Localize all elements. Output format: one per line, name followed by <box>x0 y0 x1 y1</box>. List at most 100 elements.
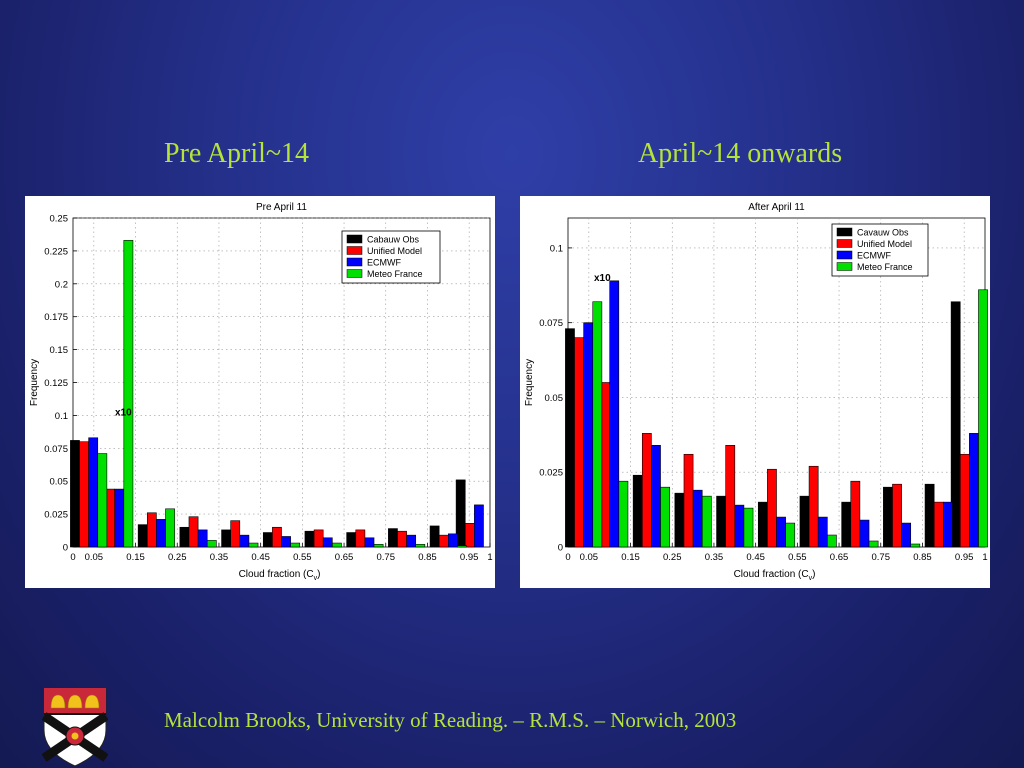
x-axis-label-subscript: v <box>314 575 318 582</box>
bar <box>188 516 199 548</box>
bar <box>725 445 736 548</box>
x-tick-label: 0.95 <box>955 552 974 563</box>
annotation-x10: x10 <box>594 273 611 284</box>
bar <box>808 465 819 548</box>
histogram-after-april: 0 0.025 0.05 0.075 0.1 0 0.05 0.15 0.25 0.35 0.45 0… <box>524 202 988 582</box>
x-tick-label: 0.15 <box>621 552 640 563</box>
bar <box>609 280 620 548</box>
x-tick-label: 0.95 <box>460 552 479 563</box>
y-tick-label: 0.1 <box>55 411 68 422</box>
bar <box>933 501 944 548</box>
footer-credit: Malcolm Brooks, University of Reading. –… <box>164 708 737 732</box>
bar <box>734 504 745 548</box>
x-tick-label: 0.85 <box>418 552 437 563</box>
bar <box>924 483 935 548</box>
legend-swatch <box>836 250 853 260</box>
bar <box>942 501 953 548</box>
bar <box>743 507 754 548</box>
bar <box>197 529 208 548</box>
x-tick-label: 0.75 <box>377 552 396 563</box>
bar <box>97 453 108 548</box>
x-tick-label: 0.25 <box>663 552 682 563</box>
legend-swatch <box>346 246 363 255</box>
x-tick-label: 0 <box>70 552 75 563</box>
bar <box>841 501 852 548</box>
bar <box>901 522 912 548</box>
legend-label: Cabauw Obs <box>367 235 420 245</box>
bar <box>165 508 175 548</box>
x-tick-label: 0.65 <box>335 552 354 563</box>
x-tick-label: 0.75 <box>872 552 891 563</box>
bar <box>322 537 333 548</box>
x-tick-label: 0.05 <box>85 552 104 563</box>
legend-swatch <box>346 269 363 278</box>
bar <box>959 453 970 548</box>
y-tick-label: 0.15 <box>50 345 69 356</box>
bar <box>767 468 777 548</box>
bar <box>785 522 796 548</box>
bar <box>641 433 652 548</box>
bar <box>355 529 366 548</box>
bar <box>248 542 259 548</box>
bar <box>850 480 861 548</box>
bar <box>397 530 407 548</box>
y-tick-label: 0.05 <box>50 477 69 488</box>
bar <box>388 528 398 548</box>
x-tick-label: 0.15 <box>126 552 145 563</box>
y-tick-label: 0 <box>63 543 68 554</box>
bar <box>978 289 988 548</box>
x-tick-label: 1 <box>487 552 492 563</box>
annotation-x10: x10 <box>115 407 132 418</box>
bar <box>230 520 241 548</box>
bar <box>114 488 125 548</box>
x-tick-label: 0.55 <box>293 552 312 563</box>
x-axis-label: Cloud fraction (Cv) <box>734 569 816 582</box>
bar <box>373 544 384 548</box>
bar <box>281 536 291 548</box>
bar <box>799 495 810 548</box>
x-axis-label-subscript: v <box>809 575 813 582</box>
x-tick-label: 0.35 <box>705 552 724 563</box>
bar <box>969 433 979 548</box>
x-axis-label-end: ) <box>812 569 815 580</box>
y-tick-label: 0.05 <box>545 393 564 404</box>
bar <box>660 486 670 548</box>
legend-label: Cavauw Obs <box>857 228 909 238</box>
bar <box>415 544 426 548</box>
legend-swatch <box>346 257 363 267</box>
histogram-pre-april: 0 0.025 0.05 0.075 0.1 0.125 0.15 0.175 0.2 0.225… <box>29 202 493 582</box>
y-tick-label: 0.125 <box>44 378 68 389</box>
bar <box>868 540 879 548</box>
bar <box>565 328 575 548</box>
y-axis-label: Frequency <box>29 359 40 406</box>
x-axis-label: Cloud fraction (Cv) <box>239 569 321 582</box>
bar <box>464 523 475 548</box>
bar <box>239 534 250 548</box>
bar <box>950 301 961 548</box>
bar <box>88 437 99 548</box>
bar <box>592 301 603 548</box>
heading-april-onwards: April~14 onwards <box>638 138 843 169</box>
bar <box>146 512 157 548</box>
bar <box>859 519 870 548</box>
bar <box>272 526 282 548</box>
legend-swatch <box>346 234 363 244</box>
y-tick-label: 0.25 <box>50 214 69 225</box>
bar <box>313 529 324 548</box>
legend-label: Unified Model <box>367 246 422 256</box>
bar <box>892 483 902 548</box>
legend-label: ECMWF <box>367 258 401 268</box>
legend-label: ECMWF <box>857 251 891 261</box>
chart-panel-after-april: 0 0.025 0.05 0.075 0.1 0 0.05 0.15 0.25 0.35 0.45 0… <box>520 196 990 588</box>
bar <box>137 524 148 548</box>
bar <box>651 445 661 548</box>
legend-label: Meteo France <box>367 269 423 279</box>
bar <box>757 501 768 548</box>
chart-panel-pre-april: 0 0.025 0.05 0.075 0.1 0.125 0.15 0.175 0.2 0.225… <box>25 196 495 588</box>
bar <box>692 489 703 548</box>
bar <box>206 540 217 548</box>
bar <box>364 537 375 548</box>
bar <box>406 534 417 548</box>
bar <box>447 533 458 548</box>
bar <box>776 516 786 548</box>
